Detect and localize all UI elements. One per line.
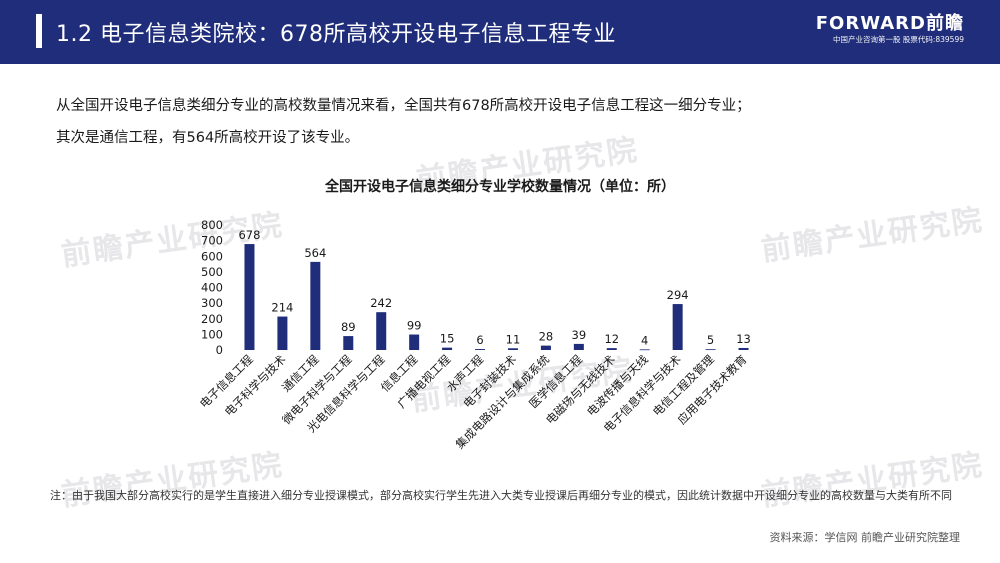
bar [573,343,584,350]
slide-title: 1.2 电子信息类院校：678所高校开设电子信息工程专业 [56,22,616,47]
data-label: 89 [341,320,356,334]
bar [409,334,420,350]
data-label: 4 [641,333,648,347]
logo-subtext: 中国产业咨询第一股 股票代码:839599 [832,35,964,44]
logo-text: FORWARD前瞻 [815,13,964,34]
y-tick-label: 400 [201,281,223,295]
intro-line-2: 其次是通信工程，有564所高校开设了该专业。 [56,130,360,146]
source-text: 资料来源：学信网 前瞻产业研究院整理 [769,531,961,544]
bar [277,316,288,350]
bars [244,244,749,351]
data-label: 242 [370,296,392,310]
bar [376,312,387,350]
bar [310,261,321,350]
data-label: 28 [539,330,554,344]
data-label: 15 [440,332,455,346]
y-tick-label: 500 [201,265,223,279]
data-label: 99 [407,319,422,333]
data-label: 39 [572,328,587,342]
bar [343,336,354,350]
y-tick-label: 600 [201,249,223,263]
data-label: 6 [476,333,483,347]
y-tick-label: 300 [201,296,223,310]
data-label: 214 [271,301,293,315]
bar [606,348,617,350]
bar [442,347,453,350]
data-label: 564 [304,246,326,260]
data-label: 11 [506,332,521,346]
brand-logo: FORWARD前瞻 中国产业咨询第一股 股票代码:839599 [816,14,964,46]
header-bar: 1.2 电子信息类院校：678所高校开设电子信息工程专业 FORWARD前瞻 中… [0,0,1000,64]
y-tick-label: 100 [201,327,223,341]
bar [738,347,749,350]
footnote: 注：由于我国大部分高校实行的是学生直接进入细分专业授课模式，部分高校实行学生先进… [50,489,952,502]
bar [540,345,551,350]
data-labels: 678 214 564 89 242 99 15 6 11 28 39 12 4 294 5 13 [238,228,750,347]
data-label: 678 [238,228,260,242]
bar [705,349,716,351]
y-tick-label: 0 [216,343,223,357]
bar [639,349,650,351]
category-labels: 电子信息工程电子科学与技术通信工程微电子科学与工程光电信息科学与工程信息工程广播… [197,352,750,452]
title-accent-bar [36,14,42,48]
y-tick-label: 200 [201,312,223,326]
y-tick-label: 800 [201,218,223,232]
data-label: 13 [736,332,751,346]
bar [507,348,518,350]
data-label: 5 [707,333,714,347]
intro-text: 从全国开设电子信息类细分专业的高校数量情况来看，全国共有678所高校开设电子信息… [56,90,956,154]
chart-title: 全国开设电子信息类细分专业学校数量情况（单位：所） [325,179,675,195]
y-tick-label: 700 [201,234,223,248]
data-label: 12 [604,332,619,346]
bar [244,244,255,350]
intro-line-1: 从全国开设电子信息类细分专业的高校数量情况来看，全国共有678所高校开设电子信息… [56,98,751,114]
bar [475,349,486,350]
data-label: 294 [667,288,689,302]
bar [672,304,683,350]
